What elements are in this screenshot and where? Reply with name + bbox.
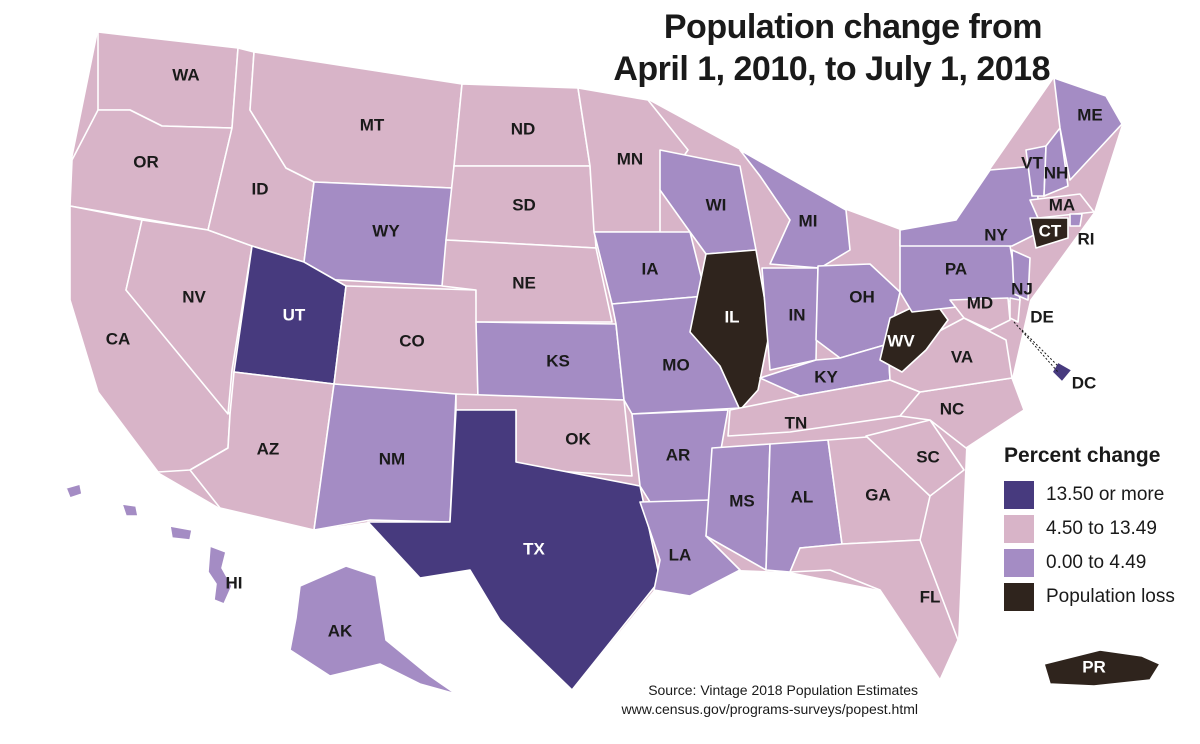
dc-leader-line-1 [1021,329,1059,367]
state-label-in: IN [789,305,806,324]
state-label-dc: DC [1072,373,1097,392]
state-label-va: VA [951,347,973,366]
state-label-il: IL [724,307,739,326]
state-label-nh: NH [1044,163,1069,182]
state-label-tn: TN [785,413,808,432]
legend-swatch-high [1004,481,1034,509]
state-label-mo: MO [662,355,689,374]
state-me [1053,77,1123,181]
state-label-sd: SD [512,195,536,214]
state-mi [739,149,851,269]
state-dc [1051,361,1073,383]
dc-leader-line-2 [1013,321,1059,373]
legend-swatch-loss [1004,583,1034,611]
state-label-al: AL [791,487,814,506]
state-label-vt: VT [1021,153,1043,172]
state-fl [789,539,959,681]
legend-label-high: 13.50 or more [1046,484,1165,505]
state-label-ny: NY [984,225,1008,244]
state-label-md: MD [967,293,993,312]
state-label-la: LA [669,545,692,564]
legend-label-low: 0.00 to 4.49 [1046,552,1147,573]
state-label-ok: OK [565,429,591,448]
legend-item-mid: 4.50 to 13.49 [1004,512,1198,546]
state-label-de: DE [1030,307,1054,326]
state-label-hi: HI [226,573,243,592]
state-ny [899,165,1041,247]
state-label-ia: IA [642,259,659,278]
source-url: www.census.gov/programs-surveys/popest.h… [621,701,918,717]
state-label-ct: CT [1039,221,1062,240]
state-sc [865,419,965,497]
state-label-ri: RI [1078,229,1095,248]
legend-swatch-low [1004,549,1034,577]
state-label-mn: MN [617,149,643,168]
state-ak [289,565,457,695]
state-label-ky: KY [814,367,838,386]
state-label-nj: NJ [1011,279,1033,298]
state-label-ar: AR [666,445,691,464]
state-label-co: CO [399,331,425,350]
state-label-fl: FL [920,587,941,606]
state-label-nd: ND [511,119,536,138]
state-label-ma: MA [1049,195,1075,214]
state-label-nc: NC [940,399,965,418]
state-tx [367,409,661,691]
state-label-me: ME [1077,105,1103,124]
state-nj [1011,249,1031,301]
legend-label-loss: Population loss [1046,586,1175,607]
legend-title: Percent change [1004,444,1161,467]
legend-swatch-mid [1004,515,1034,543]
state-label-nv: NV [182,287,206,306]
state-label-pa: PA [945,259,967,278]
legend-item-low: 0.00 to 4.49 [1004,546,1198,580]
state-ri [1069,213,1083,227]
state-nm [313,383,457,531]
legend: Percent change 13.50 or more 4.50 to 13.… [1004,444,1198,614]
state-label-wv: WV [887,331,915,350]
state-label-id: ID [252,179,269,198]
legend-item-high: 13.50 or more [1004,478,1198,512]
state-label-wa: WA [172,65,199,84]
state-label-wi: WI [706,195,727,214]
state-pr [1043,649,1161,687]
state-de [1009,297,1021,323]
map-title-line-2: April 1, 2010, to July 1, 2018 [613,50,1050,88]
state-hi [65,483,233,605]
state-mn [577,87,689,233]
state-label-ca: CA [106,329,131,348]
state-il [689,249,771,411]
state-label-ak: AK [328,621,353,640]
state-label-or: OR [133,152,159,171]
state-nh [1043,127,1069,197]
state-label-tx: TX [523,539,545,558]
state-label-nm: NM [379,449,405,468]
state-ma [1029,193,1095,219]
state-label-ne: NE [512,273,536,292]
state-label-mi: MI [799,211,818,230]
state-md [949,297,1011,331]
state-label-az: AZ [257,439,280,458]
state-label-sc: SC [916,447,940,466]
state-label-oh: OH [849,287,875,306]
state-label-ga: GA [865,485,891,504]
state-ct [1029,217,1069,249]
state-label-pr: PR [1082,657,1106,676]
state-label-ut: UT [283,305,306,324]
state-label-ms: MS [729,491,755,510]
state-label-mt: MT [360,115,385,134]
legend-label-mid: 4.50 to 13.49 [1046,518,1157,539]
map-title-line-1: Population change from [663,8,1043,46]
state-label-wy: WY [372,221,400,240]
legend-item-loss: Population loss [1004,580,1198,614]
state-label-ks: KS [546,351,570,370]
source-line: Source: Vintage 2018 Population Estimate… [648,682,918,698]
